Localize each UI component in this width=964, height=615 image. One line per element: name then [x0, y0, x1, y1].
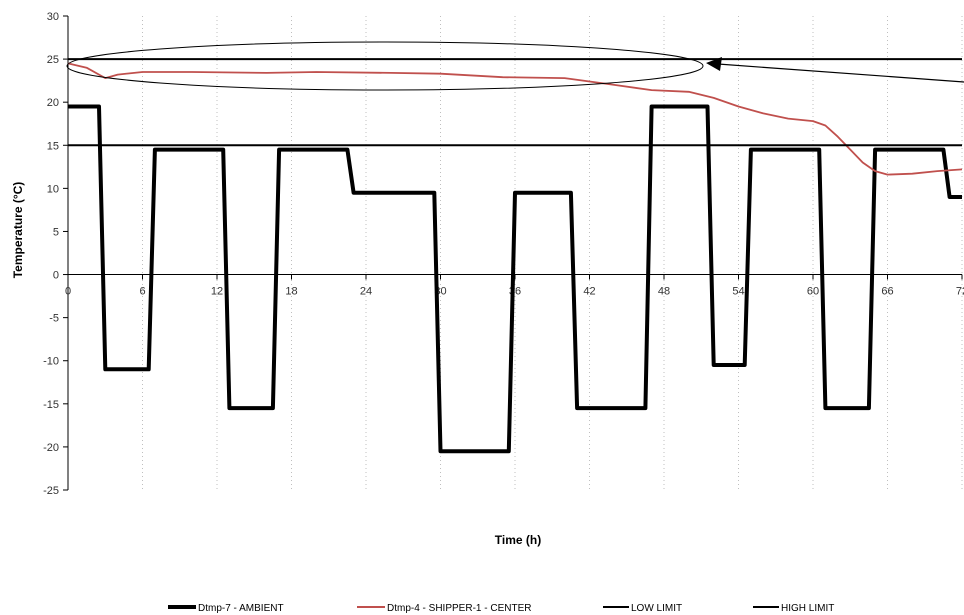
series-ambient-line — [68, 104, 962, 454]
y-tick-label: 10 — [47, 183, 59, 195]
y-tick-labels: -25 -20 -15 -10 -5 0 5 10 15 20 25 30 — [43, 11, 68, 497]
grid — [142, 16, 963, 490]
y-axis-title: Temperature (°C) — [11, 182, 25, 279]
legend-label: Dtmp-7 - AMBIENT — [198, 603, 284, 614]
y-tick-label: 30 — [47, 11, 59, 23]
legend-label: LOW LIMIT — [631, 603, 682, 614]
legend-item: Dtmp-4 - SHIPPER-1 - CENTER — [357, 603, 531, 614]
x-axis-title: Time (h) — [495, 533, 541, 547]
legend-label: Dtmp-4 - SHIPPER-1 - CENTER — [387, 603, 531, 614]
legend: Dtmp-7 - AMBIENT Dtmp-4 - SHIPPER-1 - CEN… — [168, 603, 834, 614]
highlight-ellipse — [66, 41, 704, 91]
legend-item: HIGH LIMIT — [753, 603, 834, 614]
y-tick-label: -5 — [49, 313, 59, 325]
y-tick-label: -15 — [43, 399, 59, 411]
x-tick-label: 42 — [583, 286, 595, 298]
x-tick-label: 0 — [65, 286, 71, 298]
x-tick-label: 12 — [211, 286, 223, 298]
x-tick-label: 18 — [285, 286, 297, 298]
x-tick-label: 66 — [881, 286, 893, 298]
x-tick-label: 54 — [732, 286, 744, 298]
y-tick-label: -25 — [43, 485, 59, 497]
annotation — [66, 41, 964, 91]
legend-label: HIGH LIMIT — [781, 603, 834, 614]
x-tick-label: 48 — [658, 286, 670, 298]
legend-item: LOW LIMIT — [603, 603, 682, 614]
series-shipper-center-line — [67, 62, 963, 176]
y-tick-label: 25 — [47, 54, 59, 66]
legend-item: Dtmp-7 - AMBIENT — [168, 603, 284, 614]
y-tick-label: 0 — [53, 270, 59, 282]
x-tick-label: 24 — [360, 286, 372, 298]
y-tick-label: 5 — [53, 226, 59, 238]
y-tick-label: 15 — [47, 140, 59, 152]
series-lines — [67, 58, 963, 454]
x-tick-label: 72 — [956, 286, 964, 298]
annotation-arrowhead — [706, 57, 722, 71]
x-tick-label: 60 — [807, 286, 819, 298]
annotation-arrow — [717, 63, 964, 83]
y-tick-label: 20 — [47, 97, 59, 109]
y-tick-label: -20 — [43, 442, 59, 454]
x-tick-label: 6 — [139, 286, 145, 298]
y-tick-label: -10 — [43, 356, 59, 368]
